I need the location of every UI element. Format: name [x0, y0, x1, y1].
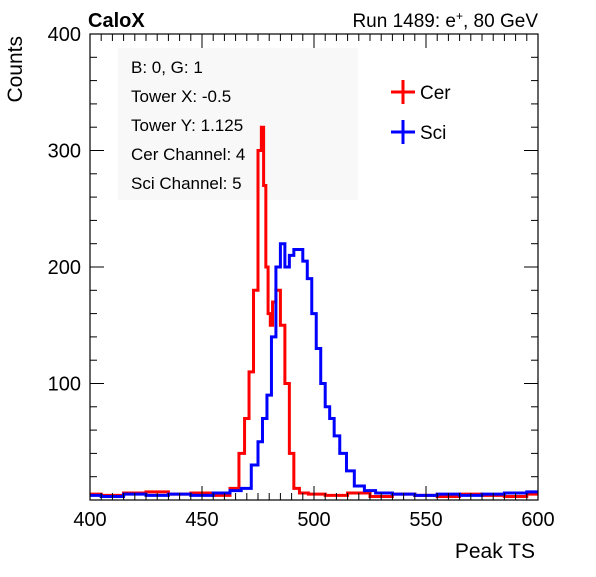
x-axis-label: Peak TS: [455, 540, 535, 563]
x-tick-label: 500: [297, 509, 330, 531]
legend: Cer Sci: [391, 80, 451, 144]
axes-layer: 400 450 500 550 600 100 200 300 400: [48, 24, 555, 531]
x-tick-label: 400: [73, 509, 106, 531]
legend-label-sci: Sci: [420, 123, 446, 144]
y-tick-label: 300: [48, 141, 81, 163]
x-tick-label: 600: [521, 509, 554, 531]
header-right-prefix: Run 1489: e: [352, 11, 456, 32]
header-right-label: Run 1489: e+, 80 GeV: [352, 9, 538, 32]
info-line: Sci Channel: 5: [131, 174, 242, 193]
info-line: Tower X: -0.5: [131, 87, 231, 106]
x-tick-label: 550: [409, 509, 442, 531]
y-tick-label: 200: [48, 257, 81, 279]
info-box-background: [118, 48, 358, 200]
y-tick-label: 400: [48, 24, 81, 46]
info-box: B: 0, G: 1 Tower X: -0.5 Tower Y: 1.125 Cer…: [131, 58, 245, 193]
y-tick-label: 100: [48, 374, 81, 396]
x-tick-label: 450: [185, 509, 218, 531]
header-right-suffix: , 80 GeV: [463, 11, 538, 32]
info-line: B: 0, G: 1: [131, 58, 203, 77]
header-right-sup: +: [456, 9, 463, 23]
legend-label-cer: Cer: [420, 83, 451, 104]
header-left-label: CaloX: [88, 10, 145, 32]
info-line: Cer Channel: 4: [131, 145, 245, 164]
y-axis-label: Counts: [4, 36, 27, 103]
info-line: Tower Y: 1.125: [131, 116, 243, 135]
